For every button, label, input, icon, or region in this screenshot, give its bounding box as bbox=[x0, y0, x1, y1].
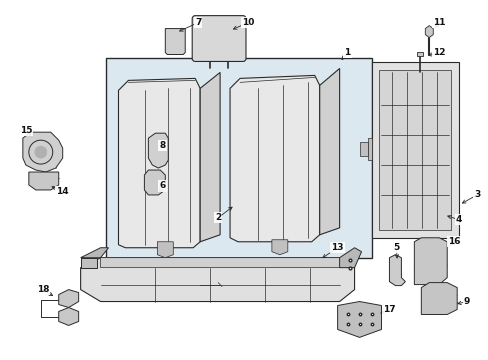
Polygon shape bbox=[425, 26, 432, 37]
Text: 3: 3 bbox=[473, 190, 479, 199]
Polygon shape bbox=[421, 283, 456, 315]
Text: 4: 4 bbox=[455, 215, 462, 224]
Polygon shape bbox=[229, 75, 319, 242]
Polygon shape bbox=[413, 238, 447, 285]
Text: 12: 12 bbox=[432, 48, 445, 57]
Text: 9: 9 bbox=[463, 297, 469, 306]
Polygon shape bbox=[101, 258, 354, 268]
Text: 14: 14 bbox=[56, 188, 69, 197]
Polygon shape bbox=[59, 307, 79, 325]
Polygon shape bbox=[81, 258, 96, 268]
Text: 1: 1 bbox=[344, 48, 350, 57]
Polygon shape bbox=[388, 255, 405, 285]
Polygon shape bbox=[157, 242, 173, 258]
Polygon shape bbox=[144, 170, 165, 195]
Text: 5: 5 bbox=[392, 243, 399, 252]
Polygon shape bbox=[319, 68, 339, 235]
Polygon shape bbox=[337, 302, 381, 337]
Polygon shape bbox=[148, 133, 168, 168]
Polygon shape bbox=[200, 72, 220, 242]
Circle shape bbox=[35, 146, 47, 158]
Polygon shape bbox=[339, 248, 361, 268]
Text: 6: 6 bbox=[159, 181, 165, 190]
Polygon shape bbox=[416, 53, 423, 57]
Text: 16: 16 bbox=[447, 237, 460, 246]
FancyBboxPatch shape bbox=[192, 15, 245, 62]
Polygon shape bbox=[371, 62, 458, 238]
Text: 2: 2 bbox=[215, 213, 221, 222]
Polygon shape bbox=[105, 58, 371, 258]
Text: 18: 18 bbox=[37, 285, 49, 294]
Text: 8: 8 bbox=[159, 141, 165, 150]
Text: 13: 13 bbox=[331, 243, 343, 252]
Text: 15: 15 bbox=[20, 126, 32, 135]
Text: 10: 10 bbox=[241, 18, 254, 27]
Text: 11: 11 bbox=[432, 18, 445, 27]
Polygon shape bbox=[59, 289, 79, 307]
Polygon shape bbox=[23, 132, 62, 172]
Polygon shape bbox=[367, 138, 371, 160]
Text: 7: 7 bbox=[195, 18, 201, 27]
Polygon shape bbox=[271, 240, 287, 255]
Polygon shape bbox=[359, 142, 367, 156]
Polygon shape bbox=[165, 28, 185, 54]
Polygon shape bbox=[29, 172, 59, 190]
Polygon shape bbox=[118, 78, 200, 248]
Polygon shape bbox=[379, 71, 450, 230]
Text: 17: 17 bbox=[382, 305, 395, 314]
Polygon shape bbox=[81, 248, 108, 258]
Polygon shape bbox=[81, 258, 354, 302]
